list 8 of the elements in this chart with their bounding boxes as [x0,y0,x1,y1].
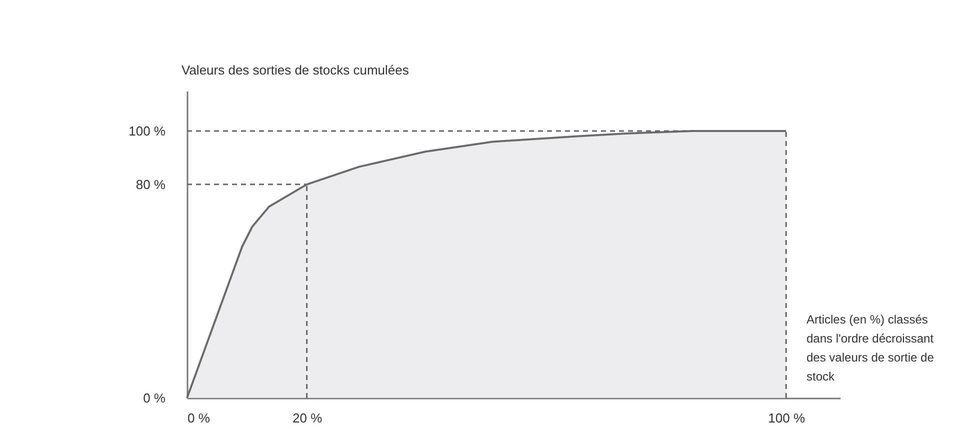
x-tick-label: 100 % [768,410,806,426]
y-tick-label: 0 % [143,390,166,406]
x-tick-label: 20 % [292,410,323,426]
y-axis-title: Valeurs des sorties de stocks cumulées [182,62,410,78]
x-axis-title: Articles (en %) classés dans l'ordre décroissant des valeurs de sortie de stock [806,312,934,384]
y-tick-label: 100 % [128,124,166,139]
y-tick-label: 80 % [136,176,166,192]
x-tick-label: 0 % [188,410,210,426]
